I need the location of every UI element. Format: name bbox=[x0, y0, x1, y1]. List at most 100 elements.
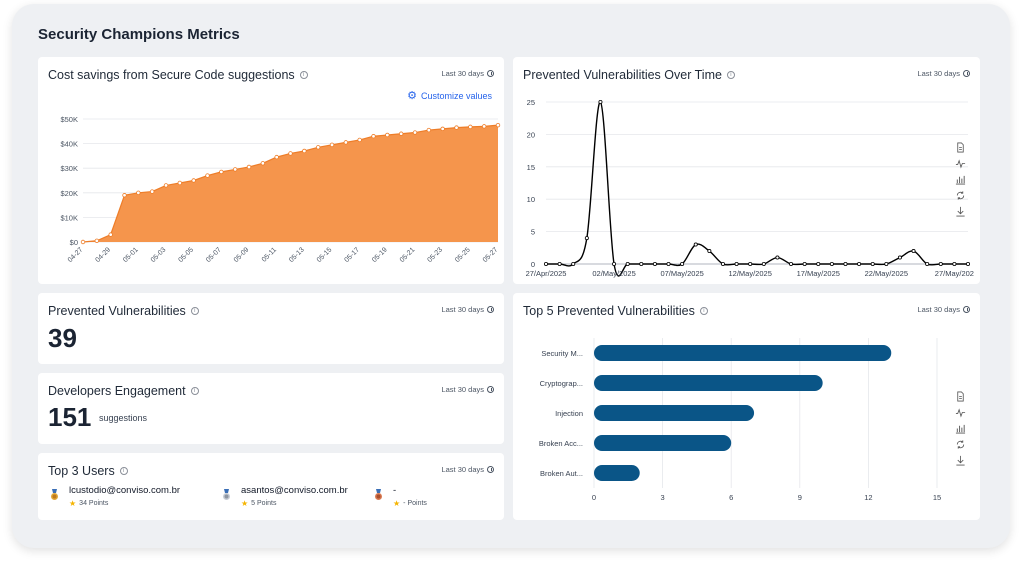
data-point bbox=[639, 261, 644, 266]
top5-period: Last 30 days bbox=[917, 305, 970, 314]
x-tick-label: 05-23 bbox=[426, 246, 444, 264]
data-point bbox=[274, 154, 279, 160]
x-tick-label: 6 bbox=[729, 493, 733, 502]
user-points-label: 5 Points bbox=[251, 500, 277, 507]
dashboard-frame: Security Champions Metrics Cost savings … bbox=[12, 4, 1010, 548]
data-point bbox=[315, 145, 321, 150]
data-point bbox=[884, 261, 889, 266]
top-users-title-text: Top 3 Users bbox=[48, 464, 115, 478]
bar-chart-icon[interactable] bbox=[955, 423, 966, 434]
info-icon[interactable]: i bbox=[299, 71, 308, 79]
clock-icon bbox=[487, 466, 494, 473]
prevented-over-time-title-text: Prevented Vulnerabilities Over Time bbox=[523, 68, 722, 82]
bar bbox=[594, 465, 640, 481]
info-icon[interactable]: i bbox=[699, 307, 708, 315]
customize-values-label: Customize values bbox=[420, 90, 492, 101]
info-icon[interactable]: i bbox=[119, 467, 128, 475]
clock-icon bbox=[487, 306, 494, 313]
x-tick-label: 0 bbox=[592, 493, 596, 502]
x-tick-label: 12/May/2025 bbox=[729, 269, 772, 278]
period-label: Last 30 days bbox=[441, 385, 484, 394]
series-line bbox=[545, 101, 968, 277]
engagement-period: Last 30 days bbox=[441, 385, 494, 394]
data-point bbox=[720, 261, 725, 266]
bronze-medal-icon bbox=[375, 489, 382, 500]
engagement-title: Developers Engagement i bbox=[48, 384, 199, 398]
bar-chart-icon[interactable] bbox=[955, 174, 966, 185]
data-point bbox=[454, 125, 459, 130]
data-point bbox=[965, 261, 970, 266]
info-icon[interactable]: i bbox=[190, 307, 199, 315]
prevented-count: 39 bbox=[48, 323, 77, 353]
y-tick-label: 5 bbox=[531, 228, 535, 237]
category-label: Injection bbox=[555, 409, 583, 418]
document-icon[interactable] bbox=[955, 142, 966, 153]
x-tick-label: 05-19 bbox=[371, 246, 389, 264]
data-point bbox=[440, 126, 445, 132]
data-point bbox=[925, 261, 930, 266]
prevented-over-time-card: Prevented Vulnerabilities Over Time i La… bbox=[513, 57, 980, 284]
bar bbox=[594, 345, 892, 361]
data-point bbox=[149, 189, 155, 194]
y-tick-label: 10 bbox=[527, 195, 535, 204]
x-tick-label: 05-17 bbox=[343, 246, 361, 264]
info-icon[interactable]: i bbox=[190, 387, 199, 395]
area-fill bbox=[83, 125, 498, 242]
prevented-over-time-title: Prevented Vulnerabilities Over Time i bbox=[523, 68, 735, 82]
x-tick-label: 05-05 bbox=[177, 246, 195, 264]
data-point bbox=[816, 261, 821, 266]
data-point bbox=[952, 261, 957, 266]
data-point bbox=[108, 232, 113, 237]
data-point bbox=[122, 193, 127, 198]
x-tick-label: 05-09 bbox=[233, 246, 251, 264]
data-point bbox=[260, 161, 266, 166]
download-icon[interactable] bbox=[955, 206, 966, 217]
top-users-period: Last 30 days bbox=[441, 465, 494, 474]
x-tick-label: 05-13 bbox=[288, 246, 306, 264]
data-point bbox=[232, 167, 238, 172]
y-tick-label: $50K bbox=[60, 115, 78, 124]
data-point bbox=[385, 132, 390, 138]
top-users-title: Top 3 Users i bbox=[48, 464, 128, 478]
top-users-card: Top 3 Users i Last 30 days lcustodio@con… bbox=[38, 453, 504, 520]
gold-medal-icon bbox=[51, 489, 58, 500]
cost-savings-chart: $0 $10K $20K $30K $40K $50K 04-27 04-29 05-01 05-… bbox=[60, 115, 501, 264]
y-tick-label: 25 bbox=[527, 98, 535, 107]
y-tick-label: 0 bbox=[531, 260, 535, 269]
data-point bbox=[468, 124, 473, 130]
y-tick-label: 15 bbox=[527, 163, 535, 172]
line-chart-icon[interactable] bbox=[955, 158, 966, 169]
info-icon[interactable]: i bbox=[726, 71, 735, 79]
data-point bbox=[329, 142, 335, 148]
download-icon[interactable] bbox=[955, 455, 966, 466]
data-point bbox=[495, 122, 501, 128]
line-chart-icon[interactable] bbox=[955, 407, 966, 418]
data-point bbox=[761, 261, 766, 266]
user-email: asantos@conviso.com.br bbox=[241, 485, 348, 496]
chart-toolbar bbox=[955, 142, 966, 217]
data-point bbox=[205, 173, 210, 178]
document-icon[interactable] bbox=[955, 391, 966, 402]
refresh-icon[interactable] bbox=[955, 190, 966, 201]
data-point bbox=[357, 137, 362, 143]
user-points: ★ 34 Points bbox=[69, 499, 108, 508]
x-tick-label: 05-11 bbox=[261, 246, 278, 263]
x-tick-label: 05-25 bbox=[454, 246, 472, 264]
data-point bbox=[789, 261, 794, 266]
user-points: ★ - Points bbox=[393, 499, 427, 508]
x-tick-label: 27/May/202 bbox=[935, 269, 974, 278]
page-title: Security Champions Metrics bbox=[38, 26, 240, 43]
prevented-period: Last 30 days bbox=[441, 305, 494, 314]
data-point bbox=[80, 239, 86, 245]
data-point bbox=[163, 183, 169, 188]
user-email: lcustodio@conviso.com.br bbox=[69, 485, 181, 496]
x-tick-label: 12 bbox=[864, 493, 872, 502]
star-icon: ★ bbox=[241, 499, 249, 508]
data-point bbox=[481, 124, 487, 129]
top5-card: Top 5 Prevented Vulnerabilities i Last 3… bbox=[513, 293, 980, 520]
y-tick-label: $20K bbox=[60, 189, 78, 198]
refresh-icon[interactable] bbox=[955, 439, 966, 450]
clock-icon bbox=[963, 70, 970, 77]
customize-values-button[interactable]: ⚙ Customize values bbox=[407, 89, 492, 102]
x-tick-label: 05-21 bbox=[399, 246, 417, 264]
